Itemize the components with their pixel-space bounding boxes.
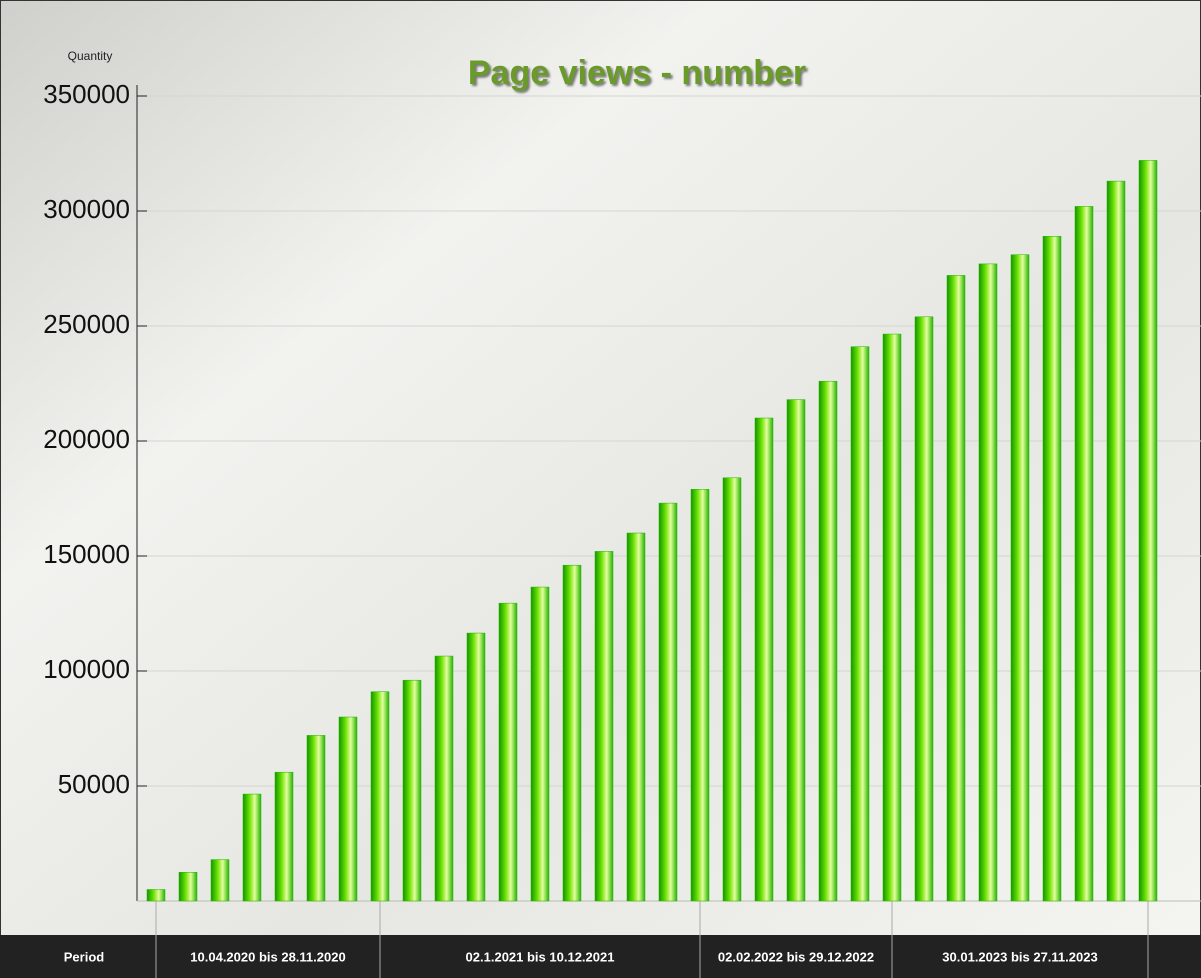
bar bbox=[339, 717, 357, 901]
period-label: 02.1.2021 bis 10.12.2021 bbox=[466, 949, 615, 964]
x-axis-label: Period bbox=[64, 949, 105, 964]
bar bbox=[307, 735, 325, 901]
bar bbox=[1107, 181, 1125, 901]
bar bbox=[179, 872, 197, 901]
y-tick-label: 200000 bbox=[43, 424, 130, 454]
bar bbox=[595, 551, 613, 901]
bar bbox=[979, 264, 997, 901]
bar bbox=[819, 381, 837, 901]
bar bbox=[915, 317, 933, 901]
bar bbox=[371, 692, 389, 901]
y-axis-label: Quantity bbox=[68, 49, 113, 63]
bar bbox=[723, 478, 741, 901]
bar bbox=[627, 533, 645, 901]
bar bbox=[243, 794, 261, 901]
bar bbox=[851, 347, 869, 901]
bar bbox=[1043, 236, 1061, 901]
y-tick-label: 100000 bbox=[43, 654, 130, 684]
y-tick-label: 50000 bbox=[58, 769, 130, 799]
bar bbox=[275, 772, 293, 901]
bar bbox=[659, 503, 677, 901]
period-label: 30.01.2023 bis 27.11.2023 bbox=[942, 949, 1097, 964]
bar bbox=[403, 680, 421, 901]
y-tick-label: 350000 bbox=[43, 79, 130, 109]
period-label: 02.02.2022 bis 29.12.2022 bbox=[718, 949, 874, 964]
chart: Quantity Page views - number Period 5000… bbox=[0, 0, 1201, 978]
bar bbox=[563, 565, 581, 901]
bar bbox=[435, 656, 453, 901]
bar bbox=[691, 489, 709, 901]
bar bbox=[1139, 160, 1157, 901]
bar bbox=[467, 633, 485, 901]
y-tick-label: 300000 bbox=[43, 194, 130, 224]
bar bbox=[787, 400, 805, 901]
y-tick-label: 250000 bbox=[43, 309, 130, 339]
bar bbox=[1011, 255, 1029, 901]
bar bbox=[755, 418, 773, 901]
bar bbox=[147, 890, 165, 902]
bar bbox=[947, 275, 965, 901]
bar bbox=[883, 334, 901, 901]
bar bbox=[1075, 206, 1093, 901]
bar bbox=[531, 587, 549, 901]
period-label: 10.04.2020 bis 28.11.2020 bbox=[190, 949, 345, 964]
bar bbox=[499, 603, 517, 901]
y-tick-label: 150000 bbox=[43, 539, 130, 569]
bar bbox=[211, 860, 229, 901]
chart-title: Page views - number bbox=[468, 54, 806, 92]
